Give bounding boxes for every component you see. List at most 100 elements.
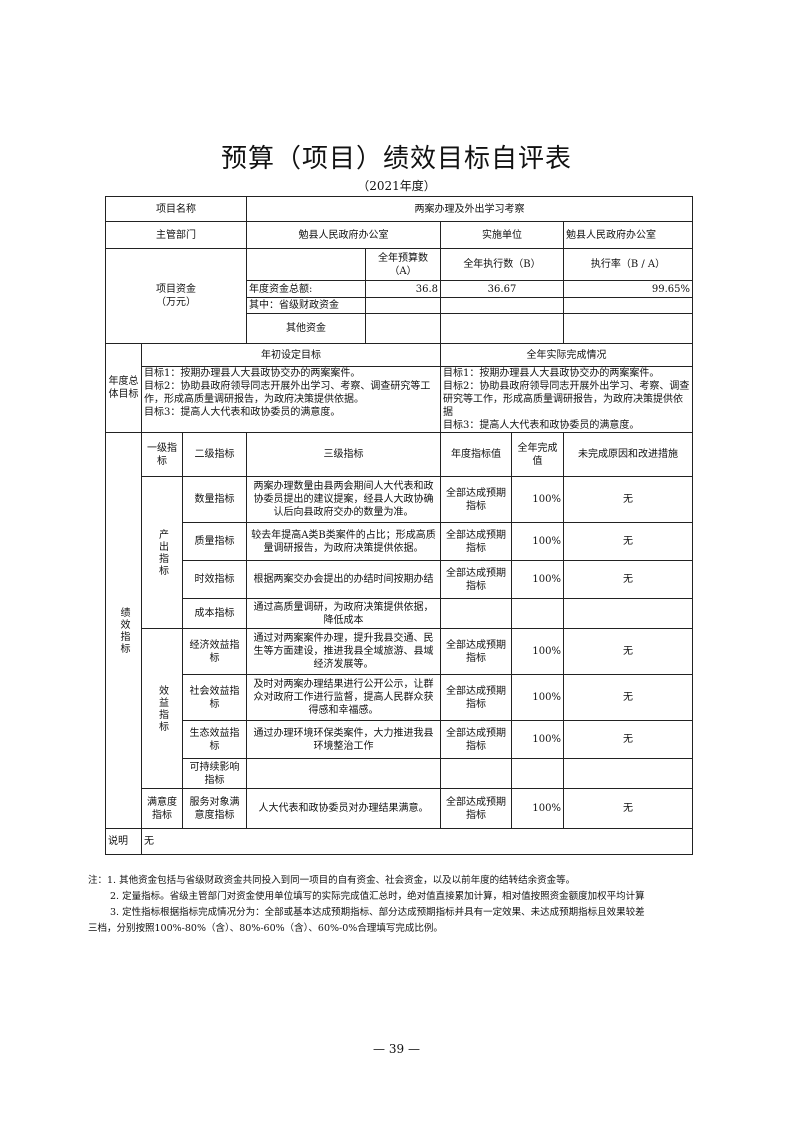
- funds-blank: [246, 248, 366, 281]
- level3-indicator: 两案办理数量由县两会期间人大代表和政协委员提出的建议提案，经县人大政协确认后向县…: [246, 476, 441, 523]
- reason-value: 无: [563, 476, 693, 523]
- reason-value: [563, 758, 693, 789]
- reason-value: [563, 598, 693, 629]
- empty-cell: [563, 313, 693, 344]
- actual-value: 100%: [511, 476, 564, 523]
- total-exec: 36.67: [440, 280, 564, 298]
- note-2: 2. 定量指标。省级主管部门对资金使用单位填写的实际完成值汇总时，绝对值直接累加…: [110, 891, 645, 902]
- other-funds-label: 其他资金: [246, 313, 366, 344]
- indicator-row: 满意度指标 服务对象满意度指标 人大代表和政协委员对办理结果满意。 全部达成预期指标 1…: [106, 788, 693, 829]
- level3-indicator: 较去年提高A类B类案件的占比；形成高质量调研报告，为政府决策提供依据。: [246, 522, 441, 561]
- header-level1: 一级指标: [141, 432, 183, 477]
- project-name: 两案办理及外出学习考察: [246, 196, 693, 222]
- empty-cell: [440, 313, 564, 344]
- level3-indicator: 及时对两案办理结果进行公开公示，让群众对政府工作进行监督，提高人民群众获得感和幸…: [246, 674, 441, 721]
- target-value: 全部达成预期指标: [440, 788, 512, 829]
- target-value: 全部达成预期指标: [440, 522, 512, 561]
- col-exec-rate: 执行率（B / A）: [563, 248, 693, 281]
- actual-value: 100%: [511, 628, 564, 675]
- indicator-row: 成本指标 通过高质量调研，为政府决策提供依据，降低成本: [106, 598, 693, 629]
- funds-label: 项目资金 （万元）: [105, 248, 247, 344]
- page-content: 预算（项目）绩效目标自评表 （2021年度） 项目名称 两案办理及外出学习考察 …: [0, 142, 793, 937]
- goals-label: 年度总体目标: [105, 343, 142, 433]
- goals-set: 目标1：按期办理县人大县政协交办的两案案件。 目标2：协助县政府领导同志开展外出学…: [141, 366, 441, 433]
- total-rate: 99.65%: [563, 280, 693, 298]
- level1-indicator: 产出指标: [141, 476, 183, 629]
- target-value: 全部达成预期指标: [440, 476, 512, 523]
- page-number: — 39 —: [373, 1042, 420, 1056]
- total-budget: 36.8: [365, 280, 441, 298]
- note-3-cont: 三档，分别按照100%-80%（含）、80%-60%（含）、60%-0%合理填写…: [88, 923, 443, 934]
- actual-value: [511, 758, 564, 789]
- target-value: 全部达成预期指标: [440, 720, 512, 759]
- actual-value: 100%: [511, 560, 564, 599]
- header-reason: 未完成原因和改进措施: [563, 432, 693, 477]
- note-3: 3. 定性指标根据指标完成情况分为：全部或基本达成预期指标、部分达成预期指标并具…: [110, 907, 645, 918]
- indicator-row: 效益指标 经济效益指标 通过对两案案件办理，提升我县交通、民生等方面建设，推进我县全…: [106, 628, 693, 789]
- level3-indicator: [246, 758, 441, 789]
- reason-value: 无: [563, 720, 693, 759]
- actual-value: [511, 598, 564, 629]
- col-exec-b: 全年执行数（B）: [440, 248, 564, 281]
- target-value: [440, 598, 512, 629]
- empty-cell: [440, 297, 564, 314]
- target-value: 全部达成预期指标: [440, 674, 512, 721]
- level3-indicator: 通过办理环境环保类案件，大力推进我县环境整治工作: [246, 720, 441, 759]
- empty-cell: [365, 297, 441, 314]
- level2-indicator: 经济效益指标: [182, 628, 247, 675]
- indicator-row: 质量指标 较去年提高A类B类案件的占比；形成高质量调研报告，为政府决策提供依据。全…: [106, 522, 693, 561]
- level2-indicator: 社会效益指标: [182, 674, 247, 721]
- page-title: 预算（项目）绩效目标自评表: [220, 144, 572, 174]
- evaluation-table: 项目名称 两案办理及外出学习考察 主管部门 勉县人民政府办公室 实施单位 勉县人…: [105, 196, 693, 855]
- empty-cell: [563, 297, 693, 314]
- goals-actual: 目标1：按期办理县人大县政协交办的两案案件。 目标2：协助县政府领导同志开展外出学…: [440, 366, 693, 433]
- indicator-row: 可持续影响指标: [106, 758, 693, 789]
- page-subtitle: （2021年度）: [357, 179, 436, 193]
- level3-indicator: 通过对两案案件办理，提升我县交通、民生等方面建设，推进我县全域旅游、县域经济发展…: [246, 628, 441, 675]
- reason-value: 无: [563, 522, 693, 561]
- actual-value: 100%: [511, 720, 564, 759]
- level1-indicator: 满意度指标: [141, 788, 183, 829]
- goals-actual-header: 全年实际完成情况: [440, 343, 693, 367]
- col-budget-a: 全年预算数（A）: [365, 248, 441, 281]
- target-value: 全部达成预期指标: [440, 560, 512, 599]
- remark-label: 说明: [105, 828, 142, 855]
- indicator-row: 生态效益指标 通过办理环境环保类案件，大力推进我县环境整治工作 全部达成预期指标 10…: [106, 720, 693, 759]
- note-1: 注：1. 其他资金包括与省级财政资金共同投入到同一项目的自有资金、社会资金，以及…: [88, 875, 576, 886]
- level1-indicator: 效益指标: [141, 628, 183, 789]
- target-value: 全部达成预期指标: [440, 628, 512, 675]
- level2-indicator: 生态效益指标: [182, 720, 247, 759]
- impl-value: 勉县人民政府办公室: [563, 221, 693, 249]
- remark-value: 无: [141, 828, 693, 855]
- reason-value: 无: [563, 560, 693, 599]
- project-name-label: 项目名称: [105, 196, 247, 222]
- level3-indicator: 通过高质量调研，为政府决策提供依据，降低成本: [246, 598, 441, 629]
- level2-indicator: 成本指标: [182, 598, 247, 629]
- goals-set-header: 年初设定目标: [141, 343, 441, 367]
- header-actual: 全年完成值: [511, 432, 564, 477]
- level3-indicator: 人大代表和政协委员对办理结果满意。: [246, 788, 441, 829]
- reason-value: 无: [563, 788, 693, 829]
- level2-indicator: 质量指标: [182, 522, 247, 561]
- header-level3: 三级指标: [246, 432, 441, 477]
- actual-value: 100%: [511, 674, 564, 721]
- level2-indicator: 数量指标: [182, 476, 247, 523]
- level2-indicator: 可持续影响指标: [182, 758, 247, 789]
- indicator-row: 社会效益指标 及时对两案办理结果进行公开公示，让群众对政府工作进行监督，提高人民群…: [106, 674, 693, 721]
- level3-indicator: 根据两案交办会提出的办结时间按期办结: [246, 560, 441, 599]
- actual-value: 100%: [511, 522, 564, 561]
- empty-cell: [365, 313, 441, 344]
- level2-indicator: 服务对象满意度指标: [182, 788, 247, 829]
- prov-funds-label: 其中：省级财政资金: [246, 297, 366, 314]
- notes: 注：1. 其他资金包括与省级财政资金共同投入到同一项目的自有资金、社会资金，以及…: [88, 873, 718, 937]
- actual-value: 100%: [511, 788, 564, 829]
- dept-label: 主管部门: [105, 221, 247, 249]
- indicator-row: 产出指标 数量指标 两案办理数量由县两会期间人大代表和政协委员提出的建议提案，经县人…: [106, 476, 693, 629]
- header-level2: 二级指标: [182, 432, 247, 477]
- reason-value: 无: [563, 674, 693, 721]
- total-label: 年度资金总额:: [246, 280, 366, 298]
- impl-label: 实施单位: [440, 221, 564, 249]
- header-target: 年度指标值: [440, 432, 512, 477]
- target-value: [440, 758, 512, 789]
- dept-value: 勉县人民政府办公室: [246, 221, 441, 249]
